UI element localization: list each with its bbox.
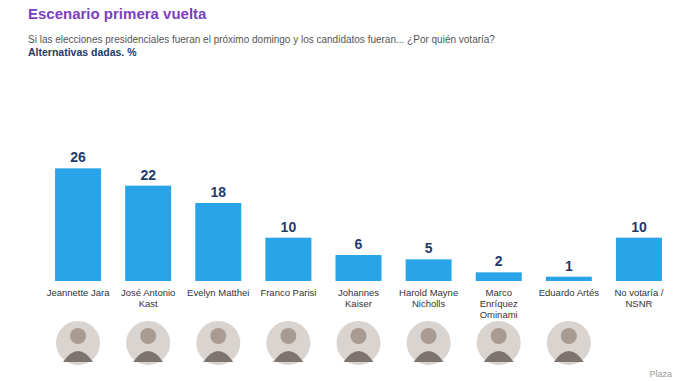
data-label: 2 xyxy=(495,253,503,269)
candidate-photo-head xyxy=(421,328,437,344)
bar xyxy=(195,203,241,281)
bar xyxy=(616,238,662,281)
candidate-photo-body xyxy=(273,351,303,362)
category-label: No votaría /NSNR xyxy=(614,287,663,309)
category-label-line: José Antonio xyxy=(121,287,175,298)
candidate-photo-body xyxy=(203,351,233,362)
category-label-line: Ominami xyxy=(480,309,518,320)
category-label-line: NSNR xyxy=(625,298,652,309)
candidate-photo xyxy=(265,320,311,366)
candidate-photo-head xyxy=(140,328,156,344)
data-label: 22 xyxy=(140,167,156,183)
category-label-line: Kaiser xyxy=(345,298,372,309)
category-label-line: Johannes xyxy=(338,287,379,298)
data-label: 6 xyxy=(355,236,363,252)
bar xyxy=(546,277,592,281)
y-label: Alternativas dadas. % xyxy=(28,46,137,58)
candidate-photo-body xyxy=(554,351,584,362)
category-label-line: Harold Mayne xyxy=(399,287,458,298)
candidate-photo-head xyxy=(70,328,86,344)
photos xyxy=(55,320,592,366)
bars xyxy=(55,168,662,281)
category-label: MarcoEnríquezOminami xyxy=(480,287,518,320)
candidate-photo-head xyxy=(210,328,226,344)
candidate-photo xyxy=(476,320,522,366)
candidate-photo xyxy=(336,320,382,366)
bar xyxy=(55,168,101,281)
category-label-line: Franco Parisi xyxy=(260,287,316,298)
candidate-photo xyxy=(55,320,101,366)
candidate-photo xyxy=(406,320,452,366)
candidate-photo xyxy=(125,320,171,366)
data-label: 1 xyxy=(565,258,573,274)
bar xyxy=(406,259,452,281)
candidate-photo-head xyxy=(351,328,367,344)
candidate-photo-body xyxy=(344,351,374,362)
category-label-line: Kast xyxy=(139,298,158,309)
category-label-line: Evelyn Matthei xyxy=(187,287,249,298)
data-label: 26 xyxy=(70,149,86,165)
category-label: Harold MayneNicholls xyxy=(399,287,458,309)
data-label: 10 xyxy=(631,219,647,235)
category-label: Eduardo Artés xyxy=(539,287,599,298)
data-label: 18 xyxy=(210,184,226,200)
category-label-line: Enríquez xyxy=(480,298,518,309)
category-label: JohannesKaiser xyxy=(338,287,379,309)
category-label-line: No votaría / xyxy=(614,287,663,298)
candidate-photo-body xyxy=(484,351,514,362)
candidate-photo-body xyxy=(63,351,93,362)
bar xyxy=(336,255,382,281)
category-label-line: Nicholls xyxy=(412,298,446,309)
title: Escenario primera vuelta xyxy=(28,5,207,22)
category-label-line: Jeannette Jara xyxy=(47,287,111,298)
annotation: Plaza xyxy=(649,369,672,379)
bar xyxy=(125,186,171,281)
candidate-photo xyxy=(195,320,241,366)
labels: 26 22 18 10 6 5 2 1 10 Jeannette Jara José Antonio… xyxy=(47,149,664,320)
chart: Escenario primera vuelta Si las eleccione… xyxy=(0,0,678,381)
category-label: José AntonioKast xyxy=(121,287,175,309)
category-label-line: Marco xyxy=(486,287,512,298)
data-label: 5 xyxy=(425,240,433,256)
candidate-photo-body xyxy=(133,351,163,362)
candidate-photo-head xyxy=(491,328,507,344)
candidate-photo xyxy=(546,320,592,366)
candidate-photo-head xyxy=(280,328,296,344)
candidate-photo-body xyxy=(414,351,444,362)
bar xyxy=(265,238,311,281)
data-label: 10 xyxy=(281,219,297,235)
subtitle: Si las elecciones presidenciales fueran … xyxy=(28,34,495,45)
category-label: Franco Parisi xyxy=(260,287,316,298)
category-label: Jeannette Jara xyxy=(47,287,111,298)
category-label-line: Eduardo Artés xyxy=(539,287,599,298)
category-label: Evelyn Matthei xyxy=(187,287,249,298)
bar xyxy=(476,272,522,281)
candidate-photo-head xyxy=(561,328,577,344)
